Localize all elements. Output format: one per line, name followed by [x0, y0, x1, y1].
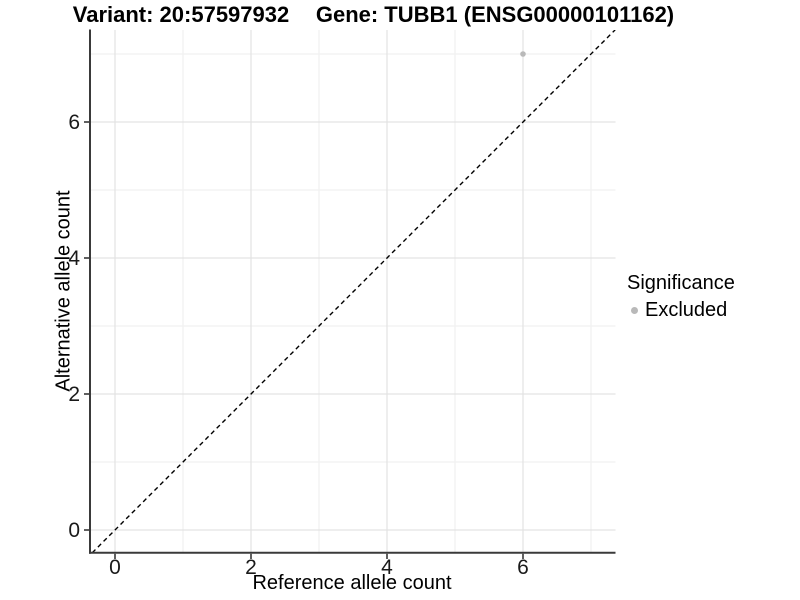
x-tick-marks	[114, 553, 524, 559]
y-tick-0: 0	[68, 519, 80, 542]
data-point-excluded	[520, 51, 526, 57]
legend-point-icon	[631, 306, 638, 314]
x-axis-title: Reference allele count	[252, 572, 452, 594]
x-tick-2: 2	[245, 556, 257, 579]
x-tick-labels: 0 2 4 6	[109, 556, 529, 579]
x-tick-6: 6	[517, 556, 529, 579]
x-tick-0: 0	[109, 556, 121, 579]
legend-item-label: Excluded	[645, 299, 728, 321]
legend-title: Significance	[627, 272, 735, 294]
y-tick-marks	[84, 121, 89, 531]
plot-title-variant: Variant: 20:57597932	[72, 2, 290, 27]
y-tick-labels: 0 2 4 6	[68, 111, 80, 542]
y-tick-2: 2	[68, 383, 80, 406]
legend-item-excluded: Excluded	[627, 299, 735, 321]
plot-title-gene: Gene: TUBB1 (ENSG00000101162)	[315, 2, 675, 27]
y-tick-4: 4	[68, 247, 80, 270]
grid-major	[91, 30, 616, 553]
identity-line	[91, 30, 616, 553]
y-axis-title: Alternative allele count	[52, 190, 75, 392]
x-tick-4: 4	[381, 556, 393, 579]
y-tick-6: 6	[68, 111, 80, 134]
grid-minor	[91, 30, 616, 553]
legend: Significance Excluded	[627, 271, 735, 321]
